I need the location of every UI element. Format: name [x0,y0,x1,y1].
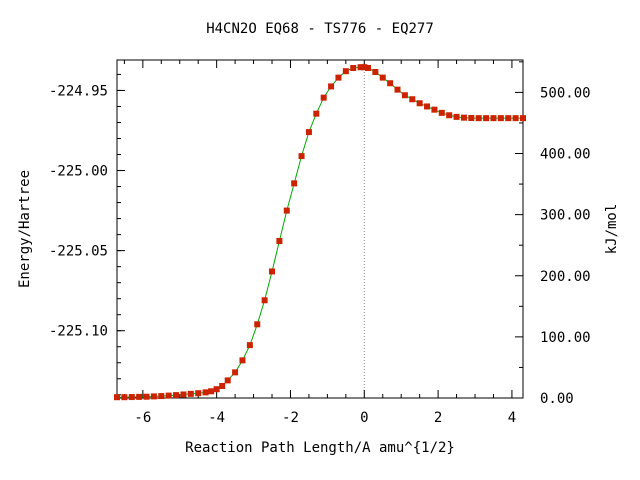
data-point [350,65,357,72]
y2-tick-label: 500.00 [540,85,591,101]
data-point [261,297,268,304]
data-point [305,129,312,136]
data-point [497,115,504,122]
data-point [173,392,180,399]
data-point [512,115,519,122]
data-point [328,83,335,90]
data-point [213,386,220,393]
data-point [298,153,305,160]
y2-tick-label: 400.00 [540,147,591,163]
data-point [187,390,194,397]
x-axis-label: Reaction Path Length/A amu^{1/2} [185,440,455,456]
data-point [180,391,187,398]
y-tick-label: -224.95 [49,83,108,99]
data-point [475,115,482,122]
y2-tick-label: 300.00 [540,208,591,224]
data-point [505,115,512,122]
data-point [165,392,172,399]
data-point [409,96,416,103]
data-point [219,382,226,389]
y-tick-label: -225.00 [49,164,108,180]
data-point [342,68,349,75]
data-point [136,393,143,400]
data-point [424,103,431,110]
data-point [239,357,246,364]
data-point [394,86,401,93]
data-point [202,389,209,396]
data-point [520,115,526,122]
data-point [438,109,445,116]
data-point [361,64,368,71]
data-point [158,393,165,400]
y2-tick-label: 100.00 [540,330,591,346]
data-point [195,390,202,397]
data-point [379,74,386,81]
data-point [269,268,276,275]
data-point [416,100,423,107]
x-tick-label: 0 [360,410,368,426]
data-point [483,115,490,122]
data-point [460,114,467,121]
data-point [254,321,261,328]
y2-tick-label: 200.00 [540,269,591,285]
data-point [453,113,460,120]
y2-axis-ticks: 0.00 100.00 200.00 300.00 400.00 500.00 [515,61,591,407]
x-tick-label: 2 [434,410,442,426]
chart-title: H4CN2O EQ68 - TS776 - EQ277 [206,21,434,37]
data-point [320,94,327,101]
data-point [224,377,231,384]
data-point [143,393,150,400]
data-point [372,69,379,76]
y-tick-label: -225.10 [49,324,108,340]
data-point [232,369,239,376]
x-axis-ticks: -6 -4 -2 0 2 4 [123,60,516,426]
data-point [431,106,438,113]
y-axis-ticks: -224.95 -225.00 -225.05 -225.10 [49,73,125,396]
data-point [208,388,215,395]
data-point [114,394,120,401]
data-point [468,114,475,121]
x-tick-label: -2 [282,410,299,426]
data-point [276,238,283,245]
data-point [387,80,394,87]
data-point [128,394,135,401]
plot-frame [116,59,524,399]
series-markers [114,64,526,401]
data-point [150,393,157,400]
y2-tick-label: 0.00 [540,391,574,407]
y2-axis-label: kJ/mol [604,204,620,255]
data-point [335,74,342,81]
data-point [121,394,128,401]
data-point [401,92,408,99]
data-point [291,180,298,187]
x-tick-label: -4 [208,410,225,426]
data-point [283,207,290,214]
data-point [313,110,320,117]
data-point [364,65,371,72]
x-tick-label: -6 [134,410,151,426]
y-tick-label: -225.05 [49,244,108,260]
y-axis-label: Energy/Hartree [17,170,33,288]
data-point [246,342,253,349]
x-tick-label: 4 [508,410,516,426]
series-line [117,66,523,398]
data-point [490,115,497,122]
data-point [357,64,364,71]
data-point [446,112,453,119]
